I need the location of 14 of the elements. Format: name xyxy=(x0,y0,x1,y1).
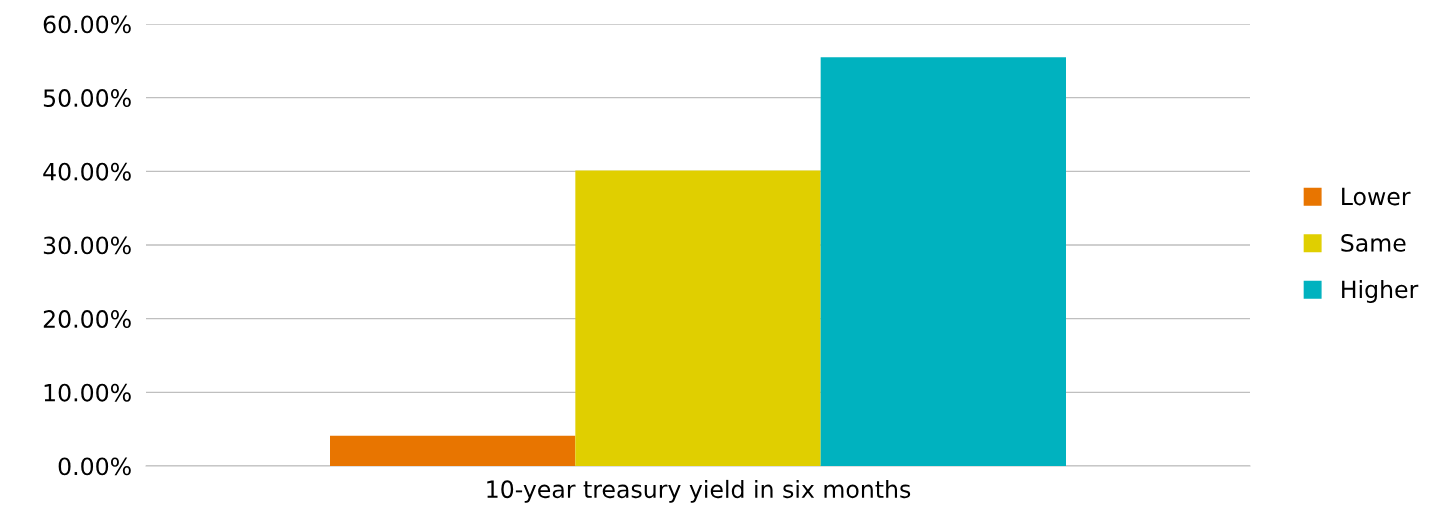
bar xyxy=(820,57,1066,466)
legend-label: Lower xyxy=(1342,187,1411,206)
y-tick-label: 30.00% xyxy=(43,236,131,255)
y-tick-label: 40.00% xyxy=(43,162,131,181)
y-tick-label: 60.00% xyxy=(43,15,131,34)
y-tick-label: 50.00% xyxy=(43,89,131,107)
x-tick-label: 10-year treasury yield in six months xyxy=(487,479,911,503)
legend-label: Higher xyxy=(1342,280,1419,303)
bar xyxy=(575,170,821,466)
y-tick-label: 0.00% xyxy=(58,457,131,476)
bar xyxy=(330,435,576,466)
y-tick-label: 20.00% xyxy=(43,310,131,328)
y-tick-label: 10.00% xyxy=(44,383,131,402)
legend-label: Same xyxy=(1341,233,1406,252)
